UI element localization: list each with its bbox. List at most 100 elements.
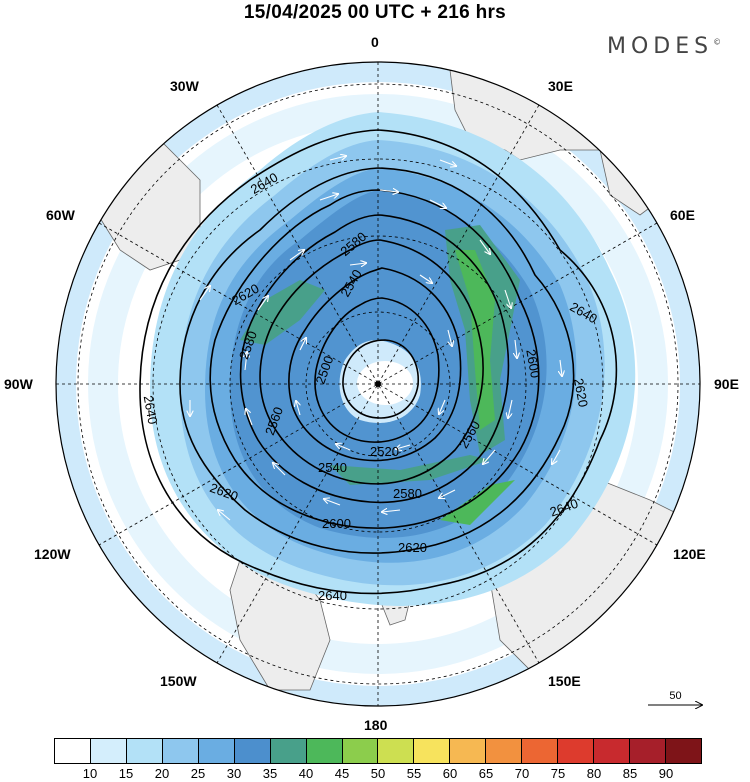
wind-vectors [190,156,562,521]
contour-label: 2640 [318,588,347,603]
colorbar-tick-label: 80 [586,766,602,781]
pole-marker [375,381,381,387]
colorbar-swatch [306,739,343,763]
colorbar-tick-label: 30 [226,766,242,781]
wind-shade-40-se [440,480,515,525]
contour-label: 2620 [398,540,427,555]
wind-arrow [257,296,268,311]
contour-2500 [342,339,419,419]
colorbar-swatch [126,739,163,763]
wind-arrow [439,159,456,166]
colorbar-swatch [558,739,595,763]
contour-2580 [239,214,510,504]
wind-arrow [439,489,456,498]
wind-arrow [439,399,446,414]
colorbar-tick-label: 50 [370,766,386,781]
wind-arrow [483,449,496,464]
colorbar [54,738,702,764]
lon-label-30w: 30W [170,78,199,94]
wind-shade-calm [357,361,413,405]
colorbar-swatch [234,739,271,763]
wind-arrow [296,401,300,416]
wind-arrow [504,289,511,308]
wind-arrow [448,329,452,346]
wind-arrow [289,250,304,261]
graticule [56,62,700,706]
wind-arrow [324,499,341,506]
chart-title: 15/04/2025 00 UTC + 216 hrs [243,2,507,23]
colorbar-swatch [665,739,701,763]
brand-mark: © [713,37,722,47]
wind-shade-40-south [330,455,490,485]
wind-arrow [299,338,306,351]
lon-label-30e: 30E [548,78,573,94]
contour-2600 [209,189,540,529]
wind-arrow [349,263,366,265]
contour-label: 2540 [318,460,347,475]
colorbar-swatch [522,739,559,763]
lon-label-180: 180 [364,717,388,733]
map-border [55,61,701,707]
contour-label: 2600 [523,348,543,379]
colorbar-swatch [198,739,235,763]
wind-arrow [515,339,517,358]
colorbar-tick-label: 20 [154,766,170,781]
colorbar-swatch [162,739,199,763]
colorbar-tick-label: 75 [550,766,566,781]
colorbar-tick-label: 85 [622,766,638,781]
colorbar-tick-label: 45 [334,766,350,781]
contour-label: 2600 [322,516,351,531]
colorbar-tick-label: 15 [118,766,134,781]
lon-label-150w: 150W [160,673,197,689]
colorbar-tick-label: 40 [298,766,314,781]
wind-arrow [552,449,561,464]
contour-2640 [139,129,618,595]
contour-2560 [259,239,484,485]
colorbar-tick-label: 25 [190,766,206,781]
wind-arrow [245,352,247,371]
wind-arrow [336,444,351,451]
wind-shade-40-west [240,280,325,345]
height-contours [139,129,618,595]
wind-arrow [560,359,562,376]
reference-vector-value: 50 [669,690,682,702]
wind-arrow [246,409,253,426]
wind-arrow [319,194,338,201]
colorbar-swatch [630,739,666,763]
lon-label-120e: 120E [673,546,706,562]
colorbar-tick-label: 90 [658,766,674,781]
wind-arrow [329,156,346,160]
colorbar-tick-label: 70 [514,766,530,781]
colorbar-swatch [450,739,487,763]
lon-label-0: 0 [371,34,379,50]
contour-label: 2580 [393,486,422,501]
colorbar-tick-label: 35 [262,766,278,781]
lon-label-150e: 150E [548,673,581,689]
colorbar-tick-label: 60 [442,766,458,781]
lon-label-60w: 60W [46,207,75,223]
colorbar-swatch [594,739,630,763]
contour-label: 2640 [141,394,161,425]
lon-label-90e: 90E [714,376,739,392]
wind-arrow [273,463,286,476]
colorbar-swatch [378,739,415,763]
colorbar-swatch [414,739,451,763]
colorbar-tick-label: 10 [82,766,98,781]
colorbar-swatch [55,739,91,763]
brand-logo: MODES© [607,34,721,59]
colorbar-ticks: 10 15 20 25 30 35 40 45 50 55 60 65 70 75 80 85 90 [54,766,702,782]
wind-arrow [479,239,490,254]
contour-label: 2620 [571,377,591,408]
colorbar-swatch [90,739,127,763]
wind-arrow [199,286,210,301]
reference-vector: 50 [648,690,703,702]
wind-arrow [396,445,411,449]
contour-2540 [288,267,462,462]
colorbar-swatch [486,739,523,763]
wind-arrow [419,274,432,283]
colorbar-swatch [342,739,379,763]
brand-text: MODES [607,34,714,59]
wind-arrow [379,190,398,192]
contour-2620 [179,167,575,554]
